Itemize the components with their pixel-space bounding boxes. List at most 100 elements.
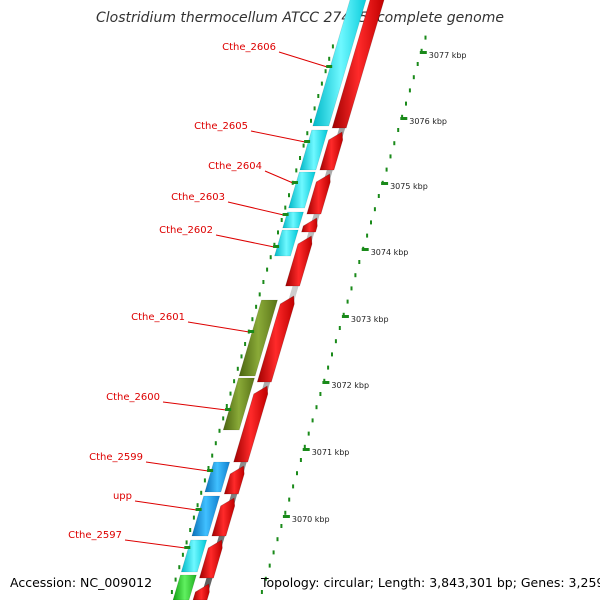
scale-major-tick [381,182,389,185]
gene-tick-dot [207,466,210,470]
gene-tick-dot [196,503,199,508]
gene-label[interactable]: Cthe_2601 [131,312,185,323]
forward-gene-arrow[interactable] [233,385,269,463]
gene-segment[interactable] [222,377,255,431]
forward-gene-arrow[interactable] [211,497,236,537]
gene-tick-dot [170,590,173,594]
gene-tick-mark [225,408,232,411]
scale-tick-dot [338,326,341,330]
gene-tick-mark [282,213,289,216]
gene-tick-mark [304,140,311,143]
forward-gene-arrow[interactable] [223,465,245,495]
gene-segment[interactable] [299,129,329,171]
scale-tick-dot [276,537,279,542]
gene-segment[interactable] [274,229,299,257]
gene-leader-line [145,461,209,472]
gene-leader-line [134,500,197,511]
gene-tick-dot [200,490,203,495]
forward-gene-arrow[interactable] [331,0,385,129]
scale-tick-dot [370,220,372,225]
gene-segment[interactable] [312,0,369,127]
scale-tick-dot [299,458,302,462]
gene-tick-mark [292,181,298,184]
scale-tick-dot [366,233,369,238]
scale-tick-dot [385,167,388,172]
gene-leader-line [250,130,306,143]
forward-gene-arrow[interactable] [199,539,223,579]
map-title: Clostridium thermocellum ATCC 27405, com… [96,10,504,26]
forward-gene-arrow[interactable] [319,131,344,171]
gene-leader-line [187,321,250,333]
accession-text: Accession: NC_009012 [10,575,153,590]
gene-tick-dot [317,94,320,98]
gene-tick-dot [225,404,228,408]
scale-tick-dot [412,75,415,80]
gene-tick-dot [269,255,272,260]
gene-label[interactable]: Cthe_2603 [171,192,225,203]
gene-leader-line [278,51,328,68]
scale-tick-dot [346,299,349,304]
gene-segment[interactable] [238,299,278,377]
gene-tick-dot [288,193,290,198]
gene-label[interactable]: Cthe_2600 [106,392,160,403]
gene-leader-line [162,401,227,411]
gene-label[interactable]: Cthe_2602 [159,225,213,236]
forward-gene-arrow[interactable] [306,173,331,215]
scale-tick-dot [272,550,275,555]
forward-gene-arrow[interactable] [285,235,313,287]
scale-major-tick [322,381,330,384]
gene-tick-dot [280,218,283,222]
gene-label[interactable]: Cthe_2597 [68,530,122,541]
scale-label: 3075 kbp [390,182,428,191]
gene-tick-dot [258,292,261,297]
gene-label[interactable]: upp [113,491,132,502]
gene-tick-dot [211,453,214,458]
gene-tick-dot [306,131,309,136]
gene-tick-dot [328,56,331,61]
scale-tick-dot [280,524,283,528]
gene-tick-dot [218,428,221,433]
gene-tick-dot [222,416,225,421]
gene-tick-mark [248,330,255,333]
gene-tick-dot [284,205,287,210]
gene-label[interactable]: Cthe_2604 [208,161,262,172]
scale-label: 3072 kbp [331,381,369,390]
gene-tick-dot [244,342,247,346]
scale-label: 3074 kbp [371,248,409,257]
gene-tick-mark [184,546,191,549]
gene-tick-mark [326,65,333,68]
gene-label[interactable]: Cthe_2605 [194,121,248,132]
scale-tick-dot [284,510,287,515]
forward-gene-arrow[interactable] [192,583,210,600]
scale-label: 3073 kbp [351,315,389,324]
forward-gene-arrow[interactable] [301,217,318,233]
forward-gene-arrow[interactable] [256,295,295,383]
gene-segment[interactable] [172,574,197,600]
label-layer: 3077 kbp 3076 kbp 3075 kbp 3074 kbp 3073 kbp… [68,42,467,549]
gene-tick-dot [229,391,232,396]
tick-layer [170,35,427,594]
scale-tick-dot [323,378,326,383]
scale-tick-dot [358,260,361,264]
scale-major-tick [302,448,310,451]
gene-tick-dot [174,577,177,582]
gene-tick-dot [331,44,334,49]
scale-tick-dot [416,62,419,66]
scale-tick-dot [373,207,376,212]
scale-major-tick [419,51,427,54]
scale-tick-dot [354,273,357,278]
scale-tick-dot [292,484,295,489]
gene-tick-dot [185,540,188,545]
gene-tick-dot [299,156,301,160]
gene-segment[interactable] [180,539,208,573]
gene-leader-line [264,170,294,184]
gene-label[interactable]: Cthe_2599 [89,452,143,463]
gene-tick-dot [233,379,236,384]
gene-tick-dot [236,366,239,371]
gene-tick-dot [192,515,195,520]
gene-label[interactable]: Cthe_2606 [222,42,276,53]
gene-tick-dot [324,69,327,74]
gene-tick-dot [266,267,269,272]
gene-leader-line [124,539,186,549]
